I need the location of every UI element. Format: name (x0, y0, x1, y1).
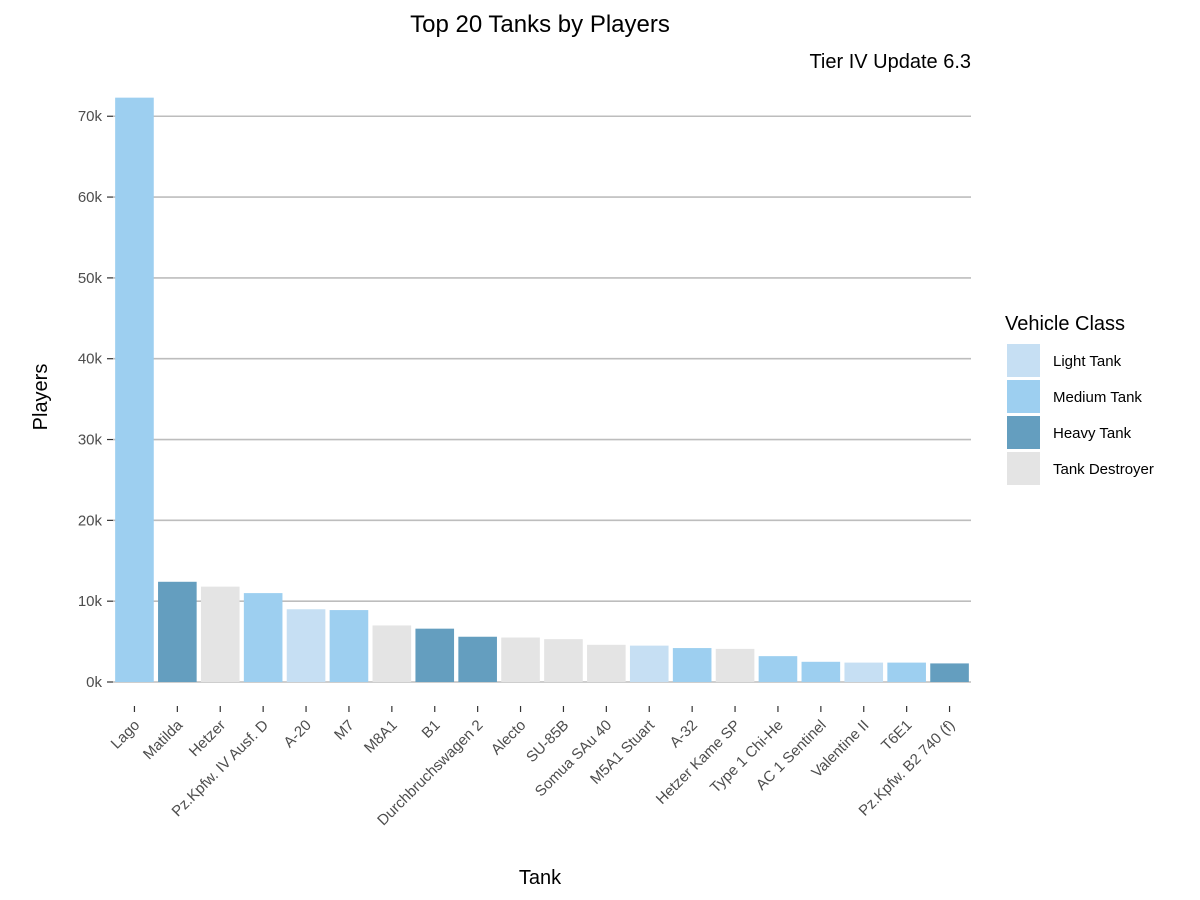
bars (115, 97, 969, 682)
bar (758, 656, 798, 682)
legend-label: Medium Tank (1053, 389, 1142, 406)
bar (115, 97, 154, 682)
x-tick-label: Matilda (140, 716, 187, 763)
bar (158, 581, 197, 682)
x-tick-label: A-32 (667, 717, 701, 751)
legend-label: Tank Destroyer (1053, 461, 1154, 478)
bar (672, 648, 712, 682)
x-tick-label: M7 (331, 717, 358, 744)
bar (458, 636, 497, 682)
y-tick-label: 40k (78, 351, 103, 368)
bar (243, 593, 283, 682)
gridlines (113, 115, 971, 683)
y-tick-label: 50k (78, 270, 103, 287)
legend-swatch (1007, 380, 1040, 413)
x-tick-label: Lago (108, 717, 144, 753)
x-axis-title: Tank (519, 867, 562, 889)
y-tick-label: 70k (78, 108, 103, 125)
bar (629, 645, 669, 682)
bar (930, 663, 969, 682)
bar (544, 639, 583, 682)
legend-title: Vehicle Class (1005, 313, 1125, 335)
legend-label: Heavy Tank (1053, 425, 1132, 442)
x-tick-label: A-20 (280, 717, 314, 751)
y-tick-label: 0k (86, 674, 102, 691)
legend: Vehicle Class Light Tank Medium Tank Heavy… (1005, 313, 1154, 485)
legend-swatch (1007, 416, 1040, 449)
bar (587, 644, 626, 682)
y-axis: 0k 10k 20k 30k 40k 50k 60k 70k (78, 108, 113, 691)
x-tick-label: T6E1 (878, 717, 915, 754)
bar (887, 662, 926, 682)
bar (200, 586, 240, 682)
bar (715, 648, 755, 682)
x-tick-label: B1 (419, 717, 444, 742)
y-tick-label: 10k (78, 593, 103, 610)
y-tick-label: 20k (78, 512, 103, 529)
bar (501, 637, 540, 682)
y-axis-title: Players (30, 364, 52, 431)
y-tick-label: 30k (78, 432, 103, 449)
bar (801, 661, 841, 682)
bar (844, 662, 884, 682)
bar (286, 609, 326, 682)
x-tick-label: M8A1 (361, 717, 401, 757)
x-tick-label: Somua SAu 40 (532, 717, 615, 800)
y-tick-label: 60k (78, 189, 103, 206)
bar (415, 628, 455, 682)
legend-swatch (1007, 452, 1040, 485)
bar (329, 610, 369, 682)
chart-subtitle: Tier IV Update 6.3 (809, 51, 971, 73)
bar (372, 625, 412, 682)
x-tick-label: Alecto (488, 717, 530, 759)
chart-title: Top 20 Tanks by Players (410, 11, 670, 38)
legend-label: Light Tank (1053, 353, 1122, 370)
legend-swatch (1007, 344, 1040, 377)
